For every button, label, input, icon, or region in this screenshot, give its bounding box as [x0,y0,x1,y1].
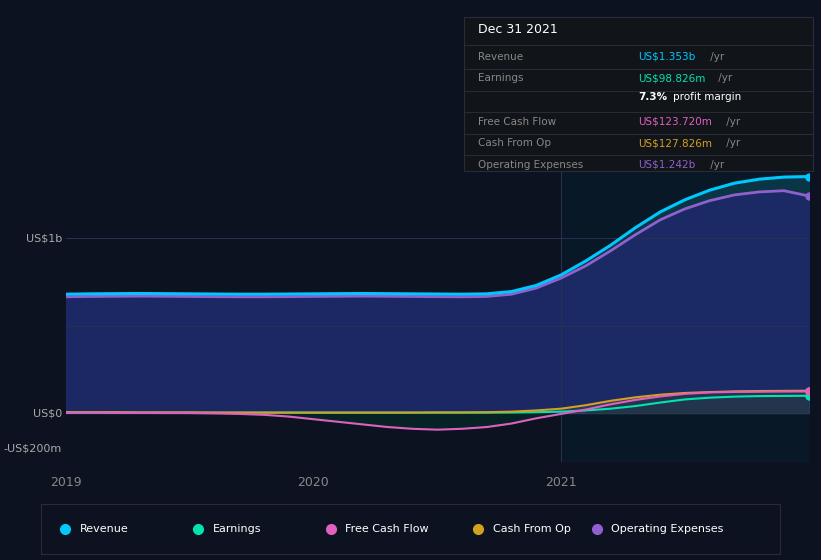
Text: Dec 31 2021: Dec 31 2021 [478,23,557,36]
Text: Revenue: Revenue [80,524,128,534]
Text: /yr: /yr [722,116,740,127]
Text: Cash From Op: Cash From Op [478,138,551,148]
Text: Earnings: Earnings [478,73,523,83]
Text: Free Cash Flow: Free Cash Flow [478,116,556,127]
Text: Earnings: Earnings [213,524,261,534]
Text: /yr: /yr [708,160,725,170]
Text: -US$200m: -US$200m [4,443,62,453]
Text: US$98.826m: US$98.826m [639,73,706,83]
Text: profit margin: profit margin [673,92,741,102]
Text: Cash From Op: Cash From Op [493,524,571,534]
Text: Revenue: Revenue [478,52,523,62]
Text: /yr: /yr [715,73,732,83]
Text: US$127.826m: US$127.826m [639,138,713,148]
Text: US$1b: US$1b [25,234,62,243]
Text: US$0: US$0 [33,408,62,418]
Text: 2019: 2019 [50,476,81,489]
Text: US$123.720m: US$123.720m [639,116,712,127]
Bar [561,160,809,462]
Text: 2020: 2020 [297,476,329,489]
Text: US$1.353b: US$1.353b [639,52,695,62]
Text: /yr: /yr [722,138,740,148]
Text: Free Cash Flow: Free Cash Flow [346,524,429,534]
Text: 2021: 2021 [545,476,577,489]
Text: /yr: /yr [708,52,725,62]
Text: US$1.242b: US$1.242b [639,160,695,170]
Text: Operating Expenses: Operating Expenses [612,524,724,534]
Text: 7.3%: 7.3% [639,92,667,102]
Text: Operating Expenses: Operating Expenses [478,160,583,170]
